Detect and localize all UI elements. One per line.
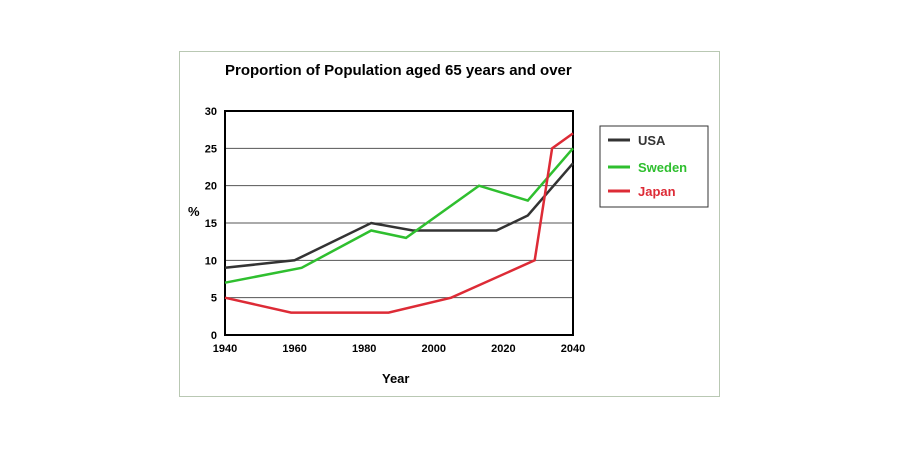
legend-label-japan: Japan (638, 184, 676, 199)
chart-card (179, 51, 720, 397)
plot-area (224, 110, 574, 336)
y-tick-label: 0 (211, 330, 217, 342)
chart-title: Proportion of Population aged 65 years a… (225, 62, 572, 79)
legend-label-sweden: Sweden (638, 160, 687, 175)
series-line-usa (224, 162, 574, 270)
x-tick-label: 2020 (491, 343, 515, 355)
x-tick-label: 1960 (282, 343, 306, 355)
series-line-sweden (224, 147, 574, 284)
x-tick-label: 1940 (213, 343, 237, 355)
y-tick-label: 5 (211, 293, 217, 305)
x-tick-label: 2000 (422, 343, 446, 355)
x-tick-label: 2040 (561, 343, 585, 355)
y-axis-label: % (188, 204, 200, 219)
y-tick-label: 15 (205, 218, 217, 230)
y-tick-label: 10 (205, 255, 217, 267)
series-line-japan (224, 132, 574, 314)
x-tick-label: 1980 (352, 343, 376, 355)
y-tick-label: 20 (205, 181, 217, 193)
y-tick-label: 30 (205, 106, 217, 118)
y-tick-label: 25 (205, 143, 217, 155)
legend-label-usa: USA (638, 133, 666, 148)
x-axis-label: Year (382, 371, 409, 386)
